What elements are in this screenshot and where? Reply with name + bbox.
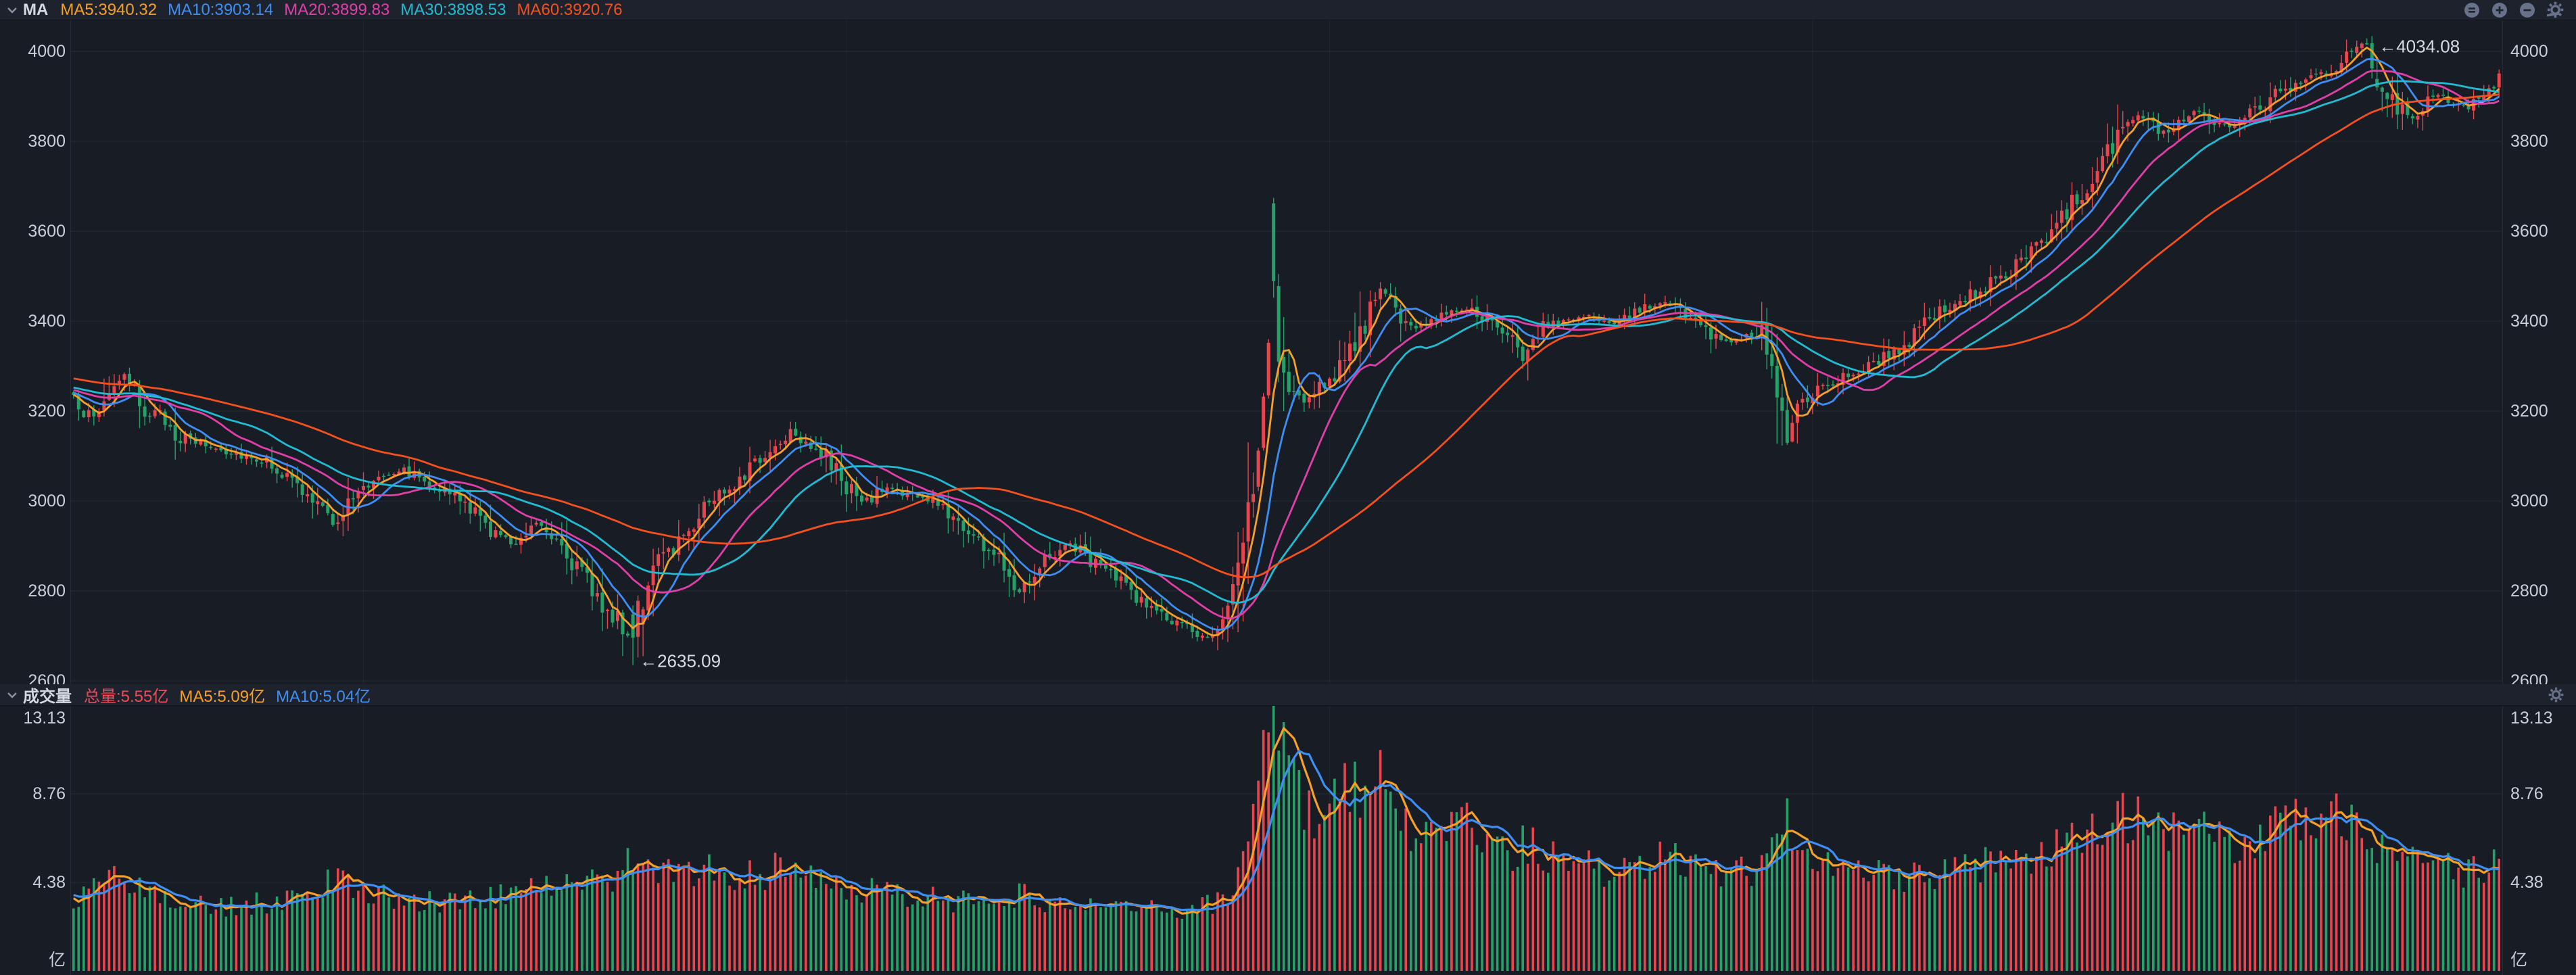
svg-text:3000: 3000 — [28, 492, 66, 510]
collapse-volume-pane-chevron-icon[interactable] — [7, 692, 18, 698]
svg-text:8.76: 8.76 — [2510, 784, 2544, 803]
volume-chart-canvas[interactable]: 13.13 13.13 8.76 8.76 4.38 4.38 亿 亿 — [0, 706, 2576, 975]
ma30-legend: MA30:3898.53 — [400, 0, 506, 19]
price-pane-header: MA MA5:3940.32 MA10:3903.14 MA20:3899.83… — [0, 0, 2576, 20]
svg-text:4.38: 4.38 — [2510, 873, 2544, 892]
svg-text:3200: 3200 — [2510, 402, 2548, 421]
svg-text:3800: 3800 — [28, 132, 66, 151]
collapse-price-pane-chevron-icon[interactable] — [7, 7, 18, 14]
zoom-out-icon[interactable] — [2519, 2, 2535, 18]
price-chart-canvas[interactable]: 4000 4000 3800 3800 3600 3600 3400 3400 3200 3200… — [0, 20, 2576, 690]
volume-ma10-legend: MA10:5.04亿 — [276, 688, 371, 706]
svg-text:3400: 3400 — [28, 312, 66, 331]
svg-text:3400: 3400 — [2510, 312, 2548, 331]
svg-text:3800: 3800 — [2510, 132, 2548, 151]
svg-text:←4034.08: ←4034.08 — [2379, 36, 2460, 56]
volume-indicator-label: 成交量 — [23, 688, 72, 706]
volume-ma5-legend: MA5:5.09亿 — [179, 688, 266, 706]
svg-text:13.13: 13.13 — [2510, 709, 2553, 728]
svg-text:3600: 3600 — [28, 222, 66, 241]
volume-total-legend: 总量:5.55亿 — [84, 688, 169, 706]
price-settings-gear-icon[interactable] — [2547, 1, 2564, 18]
indicator-label: MA — [23, 0, 49, 19]
svg-text:8.76: 8.76 — [32, 784, 66, 803]
svg-text:2800: 2800 — [28, 581, 66, 600]
svg-text:亿: 亿 — [49, 951, 66, 970]
svg-text:2800: 2800 — [2510, 581, 2548, 600]
volume-pane-header: 成交量 总量:5.55亿 MA5:5.09亿 MA10:5.04亿 — [0, 684, 2576, 706]
reset-zoom-icon[interactable] — [2464, 2, 2480, 18]
volume-settings-gear-icon[interactable] — [2548, 687, 2564, 703]
svg-text:4.38: 4.38 — [32, 873, 66, 892]
ma5-legend: MA5:3940.32 — [60, 0, 158, 19]
svg-text:4000: 4000 — [2510, 42, 2548, 61]
zoom-in-icon[interactable] — [2491, 2, 2508, 18]
ma10-legend: MA10:3903.14 — [168, 0, 274, 19]
svg-text:3200: 3200 — [28, 402, 66, 421]
svg-text:13.13: 13.13 — [23, 709, 66, 728]
svg-text:3000: 3000 — [2510, 492, 2548, 510]
svg-text:4000: 4000 — [28, 42, 66, 61]
ma20-legend: MA20:3899.83 — [284, 0, 390, 19]
svg-text:←2635.09: ←2635.09 — [640, 651, 721, 671]
svg-text:3600: 3600 — [2510, 222, 2548, 241]
ma60-legend: MA60:3920.76 — [517, 0, 623, 19]
svg-text:亿: 亿 — [2510, 951, 2527, 970]
